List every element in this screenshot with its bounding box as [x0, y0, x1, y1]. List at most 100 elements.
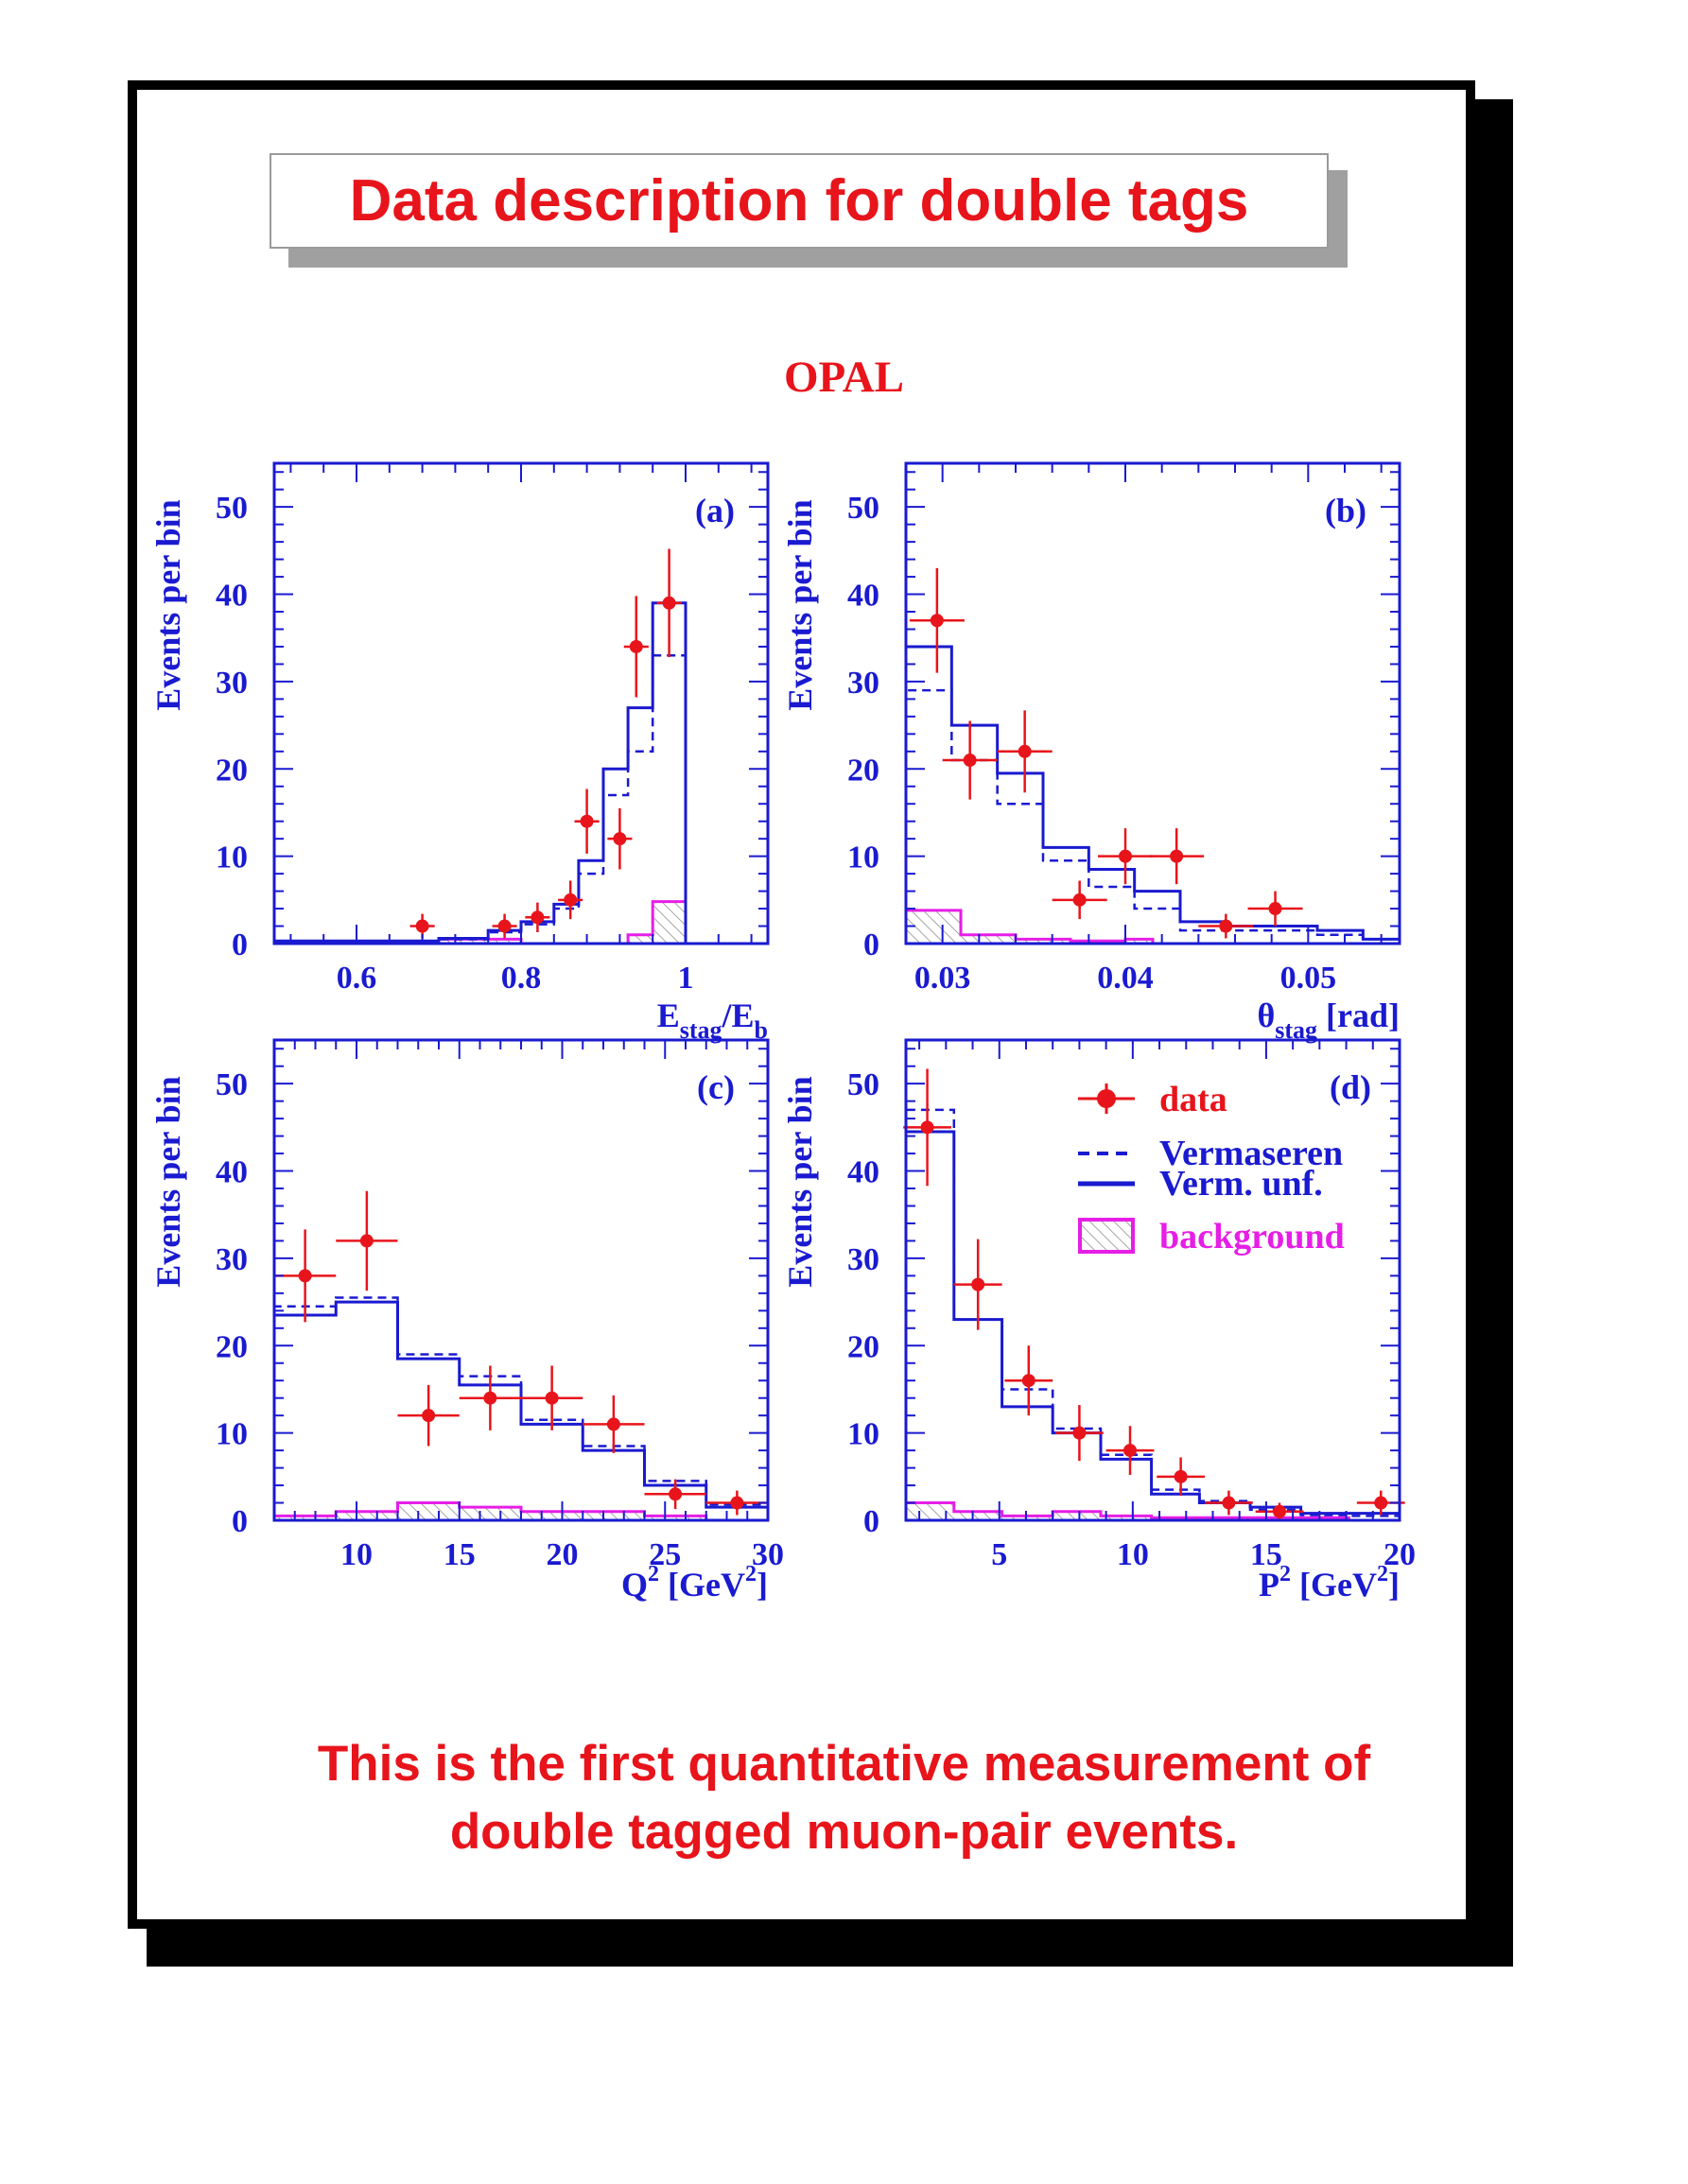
data-point — [459, 1365, 521, 1430]
data-point — [1247, 891, 1303, 927]
data-point-marker — [920, 1120, 934, 1135]
panel-label: (d) — [1330, 1068, 1371, 1106]
data-point-marker — [662, 596, 676, 610]
data-point-marker — [298, 1269, 312, 1283]
x-axis-label-part: 2 — [1377, 1562, 1388, 1586]
x-axis-label-part: Q — [621, 1566, 648, 1603]
y-axis-label: Events per bin — [781, 1076, 819, 1287]
data-point — [953, 1239, 1002, 1330]
x-axis-label: Q2 [GeV2] — [621, 1562, 768, 1603]
data-point — [1149, 828, 1205, 885]
x-tick-label: 0.6 — [337, 961, 377, 996]
data-point-marker — [1219, 919, 1233, 933]
data-point-marker — [669, 1487, 683, 1501]
data-point-marker — [1123, 1444, 1138, 1458]
data-point-marker — [1273, 1504, 1287, 1518]
y-tick-label: 10 — [847, 1417, 879, 1452]
data-point — [1198, 913, 1254, 939]
data-point-marker — [497, 919, 512, 933]
y-tick-label: 10 — [216, 841, 248, 875]
x-tick-label: 25 — [649, 1537, 681, 1572]
x-axis-label-part: /E — [722, 997, 755, 1034]
legend: data Vermaseren Verm. unf. background — [1078, 1080, 1345, 1257]
x-tick-label: 0.05 — [1280, 961, 1337, 996]
data-point-marker — [422, 1409, 436, 1423]
data-point-marker — [415, 919, 429, 933]
x-tick-label: 0.8 — [501, 961, 542, 996]
data-point-marker — [531, 910, 545, 925]
x-axis-label-part: 2 — [648, 1562, 659, 1586]
y-tick-label: 50 — [847, 491, 879, 526]
data-point-marker — [1222, 1496, 1236, 1510]
footer-line-1: This is the first quantitative measureme… — [317, 1736, 1371, 1792]
data-point — [1255, 1502, 1304, 1520]
y-tick-label: 50 — [216, 491, 248, 526]
y-tick-label: 50 — [847, 1067, 879, 1102]
data-point-marker — [483, 1391, 497, 1405]
data-point-marker — [1072, 893, 1087, 907]
x-axis-label-part: 2 — [1279, 1562, 1291, 1586]
data-point — [942, 720, 998, 800]
data-point-marker — [930, 614, 944, 628]
verm-unf-histogram — [272, 601, 768, 945]
axes-frame — [904, 461, 1401, 945]
x-tick-label: 0.04 — [1097, 961, 1154, 996]
x-tick-label: 10 — [1117, 1537, 1149, 1572]
data-point — [903, 1068, 951, 1187]
data-point-marker — [1018, 744, 1032, 758]
data-point — [336, 1190, 398, 1291]
background-hatch — [274, 1502, 706, 1520]
verm-unf-histogram — [904, 1130, 1401, 1520]
x-tick-label: 5 — [991, 1537, 1007, 1572]
data-point — [492, 913, 517, 939]
legend-verm-unf-label: Verm. unf. — [1159, 1164, 1323, 1204]
data-point-marker — [545, 1391, 559, 1405]
data-point — [644, 1479, 706, 1509]
data-point — [583, 1395, 645, 1453]
data-point-marker — [1170, 849, 1184, 863]
data-point — [409, 913, 435, 939]
vermaseren-histogram — [904, 1108, 1401, 1520]
data-point — [705, 1490, 768, 1516]
slide-title: Data description for double tags — [270, 153, 1329, 249]
y-tick-label: 20 — [216, 753, 248, 788]
data-point-marker — [730, 1496, 744, 1510]
data-point — [521, 1365, 583, 1430]
panel-label: (b) — [1325, 492, 1366, 529]
verm-unf-histogram — [272, 1300, 770, 1520]
y-tick-label: 10 — [847, 841, 879, 875]
y-tick-label: 0 — [232, 927, 248, 962]
panel-a: 0 10 20 30 40 50 0.6 0.8 1 Events per bin Estag/Eb… — [149, 461, 770, 1044]
x-axis-label-part: P — [1259, 1566, 1279, 1603]
data-point-marker — [359, 1234, 374, 1248]
x-axis-label-part: 2 — [745, 1562, 757, 1586]
legend-data-label: data — [1159, 1080, 1227, 1119]
y-tick-label: 40 — [216, 579, 248, 614]
y-tick-label: 30 — [216, 1242, 248, 1277]
x-tick-label: 0.03 — [914, 961, 971, 996]
legend-background-swatch — [1078, 1218, 1135, 1254]
data-point-marker — [1072, 1426, 1087, 1440]
x-axis-label-part: ] — [757, 1566, 768, 1603]
data-point-marker — [971, 1277, 985, 1291]
y-tick-label: 10 — [216, 1417, 248, 1452]
y-tick-label: 40 — [847, 579, 879, 614]
data-point — [274, 1229, 337, 1323]
panel-b: 0 10 20 30 40 50 0.03 0.04 0.05 Events per bin θst… — [781, 461, 1401, 1044]
legend-vermaseren-label: Vermaseren — [1159, 1134, 1343, 1173]
x-axis-label: P2 [GeV2] — [1259, 1562, 1400, 1603]
x-axis-label-part: [GeV — [1291, 1566, 1377, 1603]
y-tick-label: 30 — [847, 1242, 879, 1277]
vermaseren-histogram — [272, 653, 768, 945]
data-point — [1098, 828, 1153, 885]
data-point — [607, 807, 633, 870]
data-point — [397, 1384, 460, 1447]
data-point — [623, 596, 649, 698]
x-tick-label: 15 — [1250, 1537, 1282, 1572]
slide-frame — [128, 80, 1475, 1929]
y-tick-label: 40 — [847, 1155, 879, 1190]
